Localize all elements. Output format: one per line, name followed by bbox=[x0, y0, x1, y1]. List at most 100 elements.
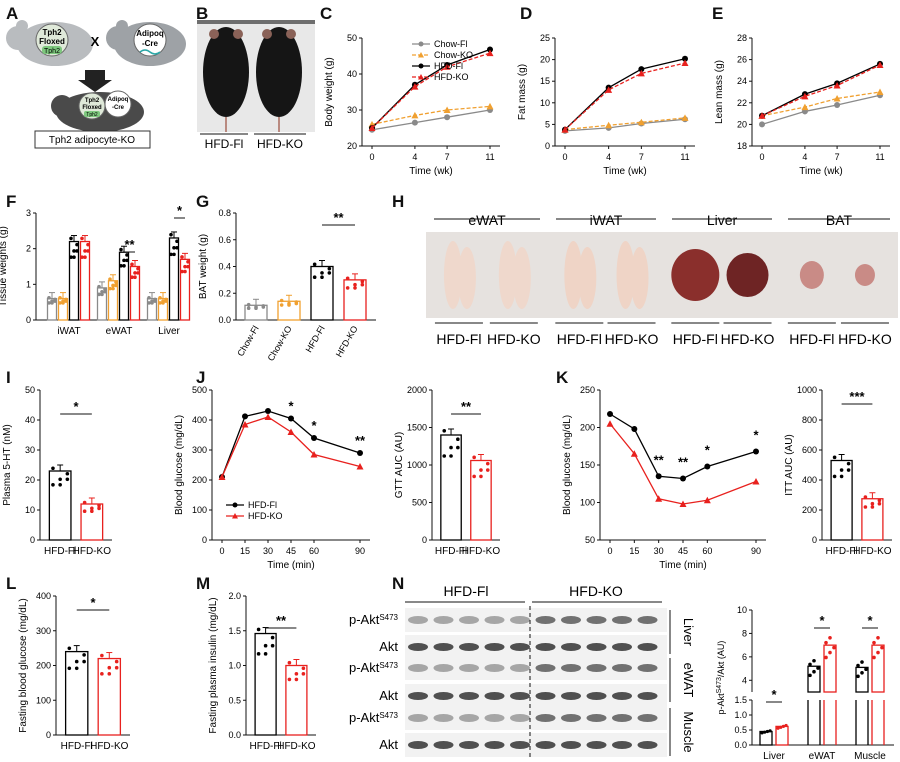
y-tick-label: 5 bbox=[545, 119, 550, 129]
data-dot bbox=[69, 236, 73, 241]
data-dot bbox=[812, 669, 816, 674]
data-point bbox=[411, 111, 419, 119]
y-tick-label: 22 bbox=[737, 98, 747, 108]
mouse-hfd-ko bbox=[256, 27, 302, 117]
sig-label: * bbox=[867, 613, 873, 628]
y-tick-label: 20 bbox=[347, 141, 357, 151]
series-line bbox=[609, 423, 757, 505]
x-tick-label: iWAT bbox=[57, 326, 80, 337]
sig-label: * bbox=[73, 399, 79, 414]
panel-letter: N bbox=[392, 574, 405, 593]
data-dot bbox=[839, 474, 844, 479]
blot-band bbox=[612, 714, 632, 722]
offspring-gene: Tph2 bbox=[86, 112, 98, 118]
tissue-sample bbox=[498, 241, 517, 309]
data-point bbox=[637, 118, 645, 126]
series-line bbox=[221, 410, 361, 478]
x-tick-label: 7 bbox=[835, 152, 840, 162]
data-point bbox=[655, 473, 662, 480]
legend-marker bbox=[418, 74, 424, 80]
blot-band bbox=[433, 692, 454, 700]
y-tick-label: 500 bbox=[412, 498, 427, 508]
x-tick-label: HFD-KO bbox=[334, 324, 360, 359]
y-tick-label: 400 bbox=[802, 475, 817, 485]
mouse-hfd-fl-ear-left bbox=[209, 29, 219, 39]
panel-letter: C bbox=[320, 4, 333, 23]
y-tick-label: 30 bbox=[347, 105, 357, 115]
blot-band bbox=[510, 664, 530, 672]
data-dot bbox=[824, 640, 828, 645]
data-dot bbox=[169, 252, 173, 257]
y-tick-label: 300 bbox=[36, 626, 51, 636]
x-tick-label: HFD-Fl bbox=[44, 546, 76, 557]
blot-band bbox=[484, 664, 505, 672]
legend-marker bbox=[232, 513, 238, 519]
data-dot bbox=[279, 303, 284, 307]
y-tick-label: 10 bbox=[540, 98, 550, 108]
data-dot bbox=[449, 445, 453, 450]
series-line bbox=[371, 52, 491, 129]
data-dot bbox=[442, 429, 447, 433]
y-axis-label: GTT AUC (AU) bbox=[394, 432, 405, 498]
offspring-gene-tag bbox=[84, 111, 100, 117]
sig-label: * bbox=[288, 399, 294, 414]
tissue-label: iWAT bbox=[590, 212, 623, 228]
data-dot bbox=[100, 672, 104, 676]
y-tick-label: 0.5 bbox=[734, 725, 747, 735]
data-dot bbox=[51, 466, 55, 471]
data-dot bbox=[776, 726, 780, 730]
data-dot bbox=[327, 266, 332, 271]
x-tick-label: HFD-Fl bbox=[249, 741, 281, 752]
data-dot bbox=[47, 295, 51, 300]
data-point bbox=[680, 475, 686, 482]
bar bbox=[254, 632, 277, 736]
data-dot bbox=[58, 483, 62, 487]
mouse-hfd-fl bbox=[203, 27, 249, 117]
sig-label: ** bbox=[355, 433, 366, 448]
data-point bbox=[288, 415, 294, 422]
data-dot bbox=[880, 645, 884, 650]
y-axis-label: Blood glucose (mg/dL) bbox=[562, 415, 573, 515]
panel-letter: J bbox=[196, 368, 206, 387]
y-tick-label: 50 bbox=[585, 535, 595, 545]
tissue-sample bbox=[564, 241, 583, 309]
panel-letter: L bbox=[6, 574, 17, 593]
sig-label: ** bbox=[333, 210, 344, 225]
panel-letter: H bbox=[392, 192, 405, 211]
x-tick-label: 60 bbox=[309, 546, 319, 556]
y-tick-label: 20 bbox=[25, 475, 35, 485]
data-point bbox=[356, 463, 364, 470]
data-point bbox=[606, 420, 614, 427]
sig-label: ** bbox=[124, 237, 135, 252]
offspring-cre-2: -Cre bbox=[112, 105, 125, 111]
x-tick-label: 90 bbox=[751, 546, 761, 556]
data-dot bbox=[485, 461, 490, 466]
chart-d: 0 5 10 15 20 25 Fat mass (g) 0 4 7 11 Time (wk) bbox=[517, 33, 695, 177]
cre-mouse-ear bbox=[116, 20, 128, 32]
tissue-label: eWAT bbox=[468, 212, 506, 228]
series-line bbox=[761, 63, 881, 117]
data-dot bbox=[760, 731, 764, 735]
blot-band bbox=[408, 616, 428, 624]
blot-band bbox=[637, 664, 658, 672]
y-tick-label: 1000 bbox=[407, 460, 427, 470]
blot-band bbox=[637, 616, 658, 624]
data-dot bbox=[779, 725, 783, 729]
y-tick-label: 200 bbox=[36, 661, 51, 671]
x-tick-label: HFD-KO bbox=[462, 546, 501, 557]
data-point bbox=[876, 61, 884, 68]
blot-band bbox=[510, 692, 530, 700]
y-tick-label: 4 bbox=[742, 675, 747, 685]
sig-label: *** bbox=[849, 389, 865, 404]
blot-row-label: p-AktS473 bbox=[349, 710, 399, 725]
data-dot bbox=[69, 255, 73, 260]
y-tick-label: 500 bbox=[192, 385, 207, 395]
data-dot bbox=[294, 677, 299, 682]
data-dot bbox=[320, 271, 324, 275]
y-tick-label: 0.0 bbox=[218, 315, 231, 325]
x-tick-label: HFD-KO bbox=[853, 546, 892, 557]
data-point bbox=[801, 103, 809, 111]
blot-band bbox=[408, 664, 428, 672]
